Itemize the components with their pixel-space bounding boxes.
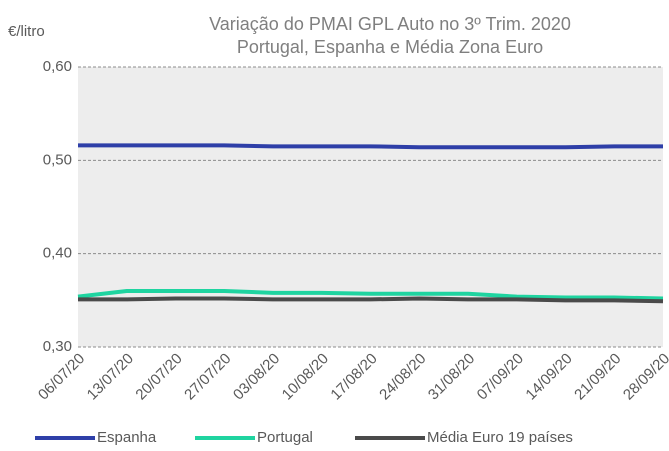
x-tick-label: 17/08/20 — [327, 350, 380, 403]
plot-area — [78, 67, 663, 347]
x-tick-label: 06/07/20 — [35, 350, 88, 403]
x-tick-label: 14/09/20 — [522, 350, 575, 403]
x-tick-label: 31/08/20 — [425, 350, 478, 403]
chart-title: Variação do PMAI GPL Auto no 3º Trim. 20… — [209, 14, 571, 34]
legend-label: Média Euro 19 países — [427, 429, 573, 446]
y-axis-label: €/litro — [8, 23, 45, 40]
x-tick-label: 10/08/20 — [279, 350, 332, 403]
x-tick-label: 07/09/20 — [474, 350, 527, 403]
x-tick-label: 03/08/20 — [230, 350, 283, 403]
y-tick-label: 0,50 — [43, 151, 72, 168]
series-line — [77, 289, 664, 301]
x-tick-label: 28/09/20 — [620, 350, 669, 403]
y-tick-label: 0,40 — [43, 245, 72, 262]
x-tick-label: 20/07/20 — [132, 350, 185, 403]
series-line — [78, 143, 663, 150]
x-tick-label: 24/08/20 — [376, 350, 429, 403]
y-tick-label: 0,30 — [43, 338, 72, 355]
x-tick-label: 21/09/20 — [571, 350, 624, 403]
chart-subtitle: Portugal, Espanha e Média Zona Euro — [237, 37, 543, 57]
x-tick-label: 13/07/20 — [84, 350, 137, 403]
series-line — [78, 296, 664, 304]
x-tick-label: 27/07/20 — [181, 350, 234, 403]
legend-label: Espanha — [97, 429, 157, 446]
legend-label: Portugal — [257, 429, 313, 446]
y-tick-label: 0,60 — [43, 58, 72, 75]
